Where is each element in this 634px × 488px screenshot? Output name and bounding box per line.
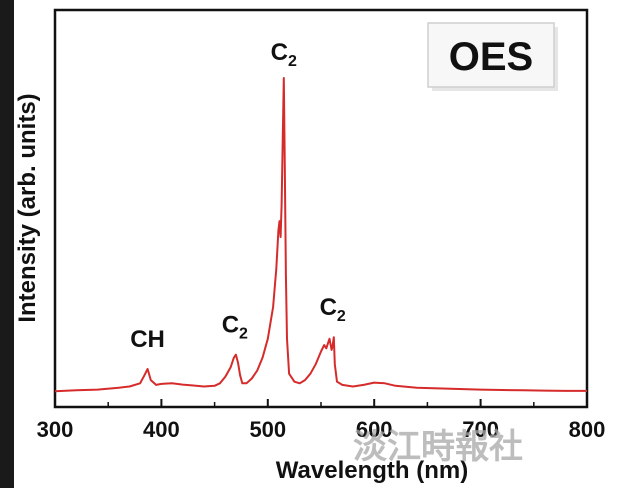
- x-tick-label: 500: [249, 417, 286, 442]
- spectrum-line: [54, 77, 587, 393]
- x-tick-label: 400: [143, 417, 180, 442]
- peak-label: C2: [222, 312, 248, 343]
- x-tick-label: 700: [462, 417, 499, 442]
- peak-label: C2: [320, 294, 346, 325]
- peak-label: C2: [271, 39, 297, 70]
- peak-label: CH: [130, 326, 165, 353]
- x-tick-label: 300: [37, 417, 74, 442]
- x-axis-title: Wavelength (nm): [276, 457, 468, 484]
- oes-badge: OES: [427, 22, 558, 91]
- oes-badge-label: OES: [449, 35, 533, 79]
- watermark: 淡江時報社: [353, 427, 523, 467]
- image-left-border: [0, 0, 14, 488]
- x-tick-label: 800: [569, 417, 606, 442]
- x-tick-label: 600: [356, 417, 393, 442]
- y-axis-title: Intensity (arb. units): [14, 93, 41, 322]
